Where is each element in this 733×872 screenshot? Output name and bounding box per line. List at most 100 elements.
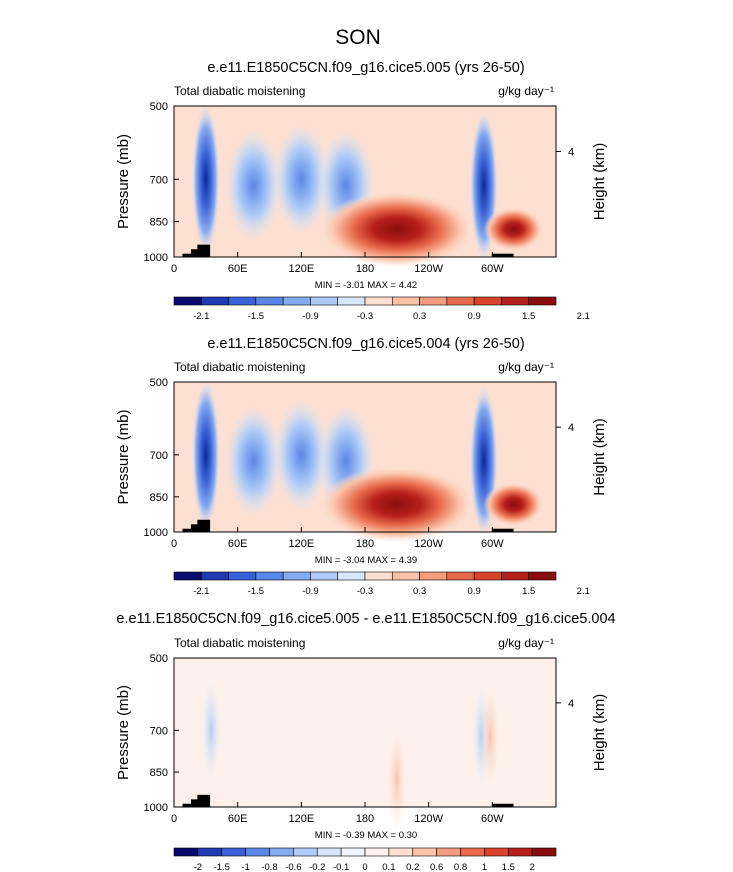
topography-mask <box>492 528 514 532</box>
colorbar-swatch <box>340 847 366 857</box>
colorbar-label: 0 <box>362 862 367 872</box>
colorbar-label: 0.3 <box>413 311 426 322</box>
y-tick-label: 1000 <box>144 802 168 814</box>
colorbar-swatch <box>528 571 557 581</box>
field-feature-drying <box>225 130 282 241</box>
colorbar-swatch <box>255 296 284 306</box>
colorbar-swatch <box>255 571 284 581</box>
chart-panel-3: e.e11.E1850C5CN.f09_g16.cice5.005 - e.e1… <box>115 611 616 872</box>
colorbar-swatch <box>501 296 530 306</box>
colorbar-label: 0.2 <box>406 862 419 872</box>
y-tick-label: 700 <box>150 725 168 737</box>
colorbar-label: 1.5 <box>522 586 535 597</box>
colorbar-label: 1.5 <box>522 311 535 322</box>
colorbar-swatch <box>473 296 502 306</box>
chart-units-label: g/kg day⁻¹ <box>498 636 554 650</box>
colorbar-swatch <box>436 847 461 857</box>
x-tick-label: 180 <box>356 813 374 825</box>
x-tick-label: 60W <box>481 263 504 275</box>
colorbar-swatch <box>245 847 270 857</box>
topography-mask <box>197 794 211 807</box>
colorbar-swatch <box>391 571 420 581</box>
y-tick-label: 1000 <box>144 527 168 539</box>
chart-units-label: g/kg day⁻¹ <box>498 84 554 98</box>
x-tick-label: 0 <box>171 263 177 275</box>
topography-mask <box>492 253 514 257</box>
colorbar-label: 1 <box>482 862 487 872</box>
colorbar: -2.1 -1.5 -0.9 -0.3 0.3 0.9 1.5 2.1 <box>173 571 590 597</box>
colorbar-swatch <box>282 296 311 306</box>
y-axis-right-label: Height (km) <box>591 418 608 496</box>
topography-mask <box>492 803 514 807</box>
field-feature-moistening <box>318 466 475 543</box>
x-tick-label: 180 <box>356 263 374 275</box>
colorbar-swatch <box>364 296 393 306</box>
x-tick-label: 0 <box>171 538 177 550</box>
colorbar-label: 0.8 <box>454 862 467 872</box>
colorbar-swatch <box>173 296 202 306</box>
colorbar-swatch <box>419 571 448 581</box>
colorbar-swatch <box>412 847 437 857</box>
x-tick-label: 180 <box>356 538 374 550</box>
colorbar-swatch <box>388 847 414 857</box>
colorbar-label: -1 <box>241 862 249 872</box>
colorbar-swatch <box>501 571 530 581</box>
y-tick-label: 850 <box>150 217 168 229</box>
min-max-stats: MIN = -3.04 MAX = 4.39 <box>315 555 417 566</box>
y-right-tick-label: 4 <box>568 422 574 434</box>
colorbar-label: -1.5 <box>248 586 264 597</box>
colorbar-swatch <box>293 847 318 857</box>
colorbar-swatch <box>173 571 202 581</box>
x-tick-label: 60W <box>481 538 504 550</box>
field-feature-drying <box>191 104 220 255</box>
chart-left-label: Total diabatic moistening <box>174 360 305 374</box>
colorbar-label: -0.3 <box>357 311 373 322</box>
min-max-stats: MIN = -3.01 MAX = 4.42 <box>315 280 417 291</box>
colorbar-label: -0.1 <box>333 862 349 872</box>
colorbar-label: 0.1 <box>382 862 395 872</box>
colorbar-label: 0.9 <box>468 586 481 597</box>
topography-mask <box>182 803 198 807</box>
colorbar-swatch <box>446 571 475 581</box>
topography-mask <box>197 519 211 532</box>
colorbar-label: -0.8 <box>261 862 277 872</box>
colorbar-swatch <box>197 847 223 857</box>
colorbar-swatch <box>531 847 557 857</box>
colorbar-swatch <box>221 847 246 857</box>
field-feature-drying <box>273 399 330 510</box>
x-tick-label: 120E <box>288 538 314 550</box>
colorbar-swatch <box>419 296 448 306</box>
colorbar-swatch <box>391 296 420 306</box>
chart-panel-2: e.e11.E1850C5CN.f09_g16.cice5.004 (yrs 2… <box>115 336 608 597</box>
field-feature-moistening <box>386 724 407 835</box>
x-tick-label: 60E <box>228 538 248 550</box>
colorbar-swatch <box>364 571 393 581</box>
chart-title: e.e11.E1850C5CN.f09_g16.cice5.005 - e.e1… <box>116 611 615 627</box>
y-tick-label: 500 <box>150 101 168 113</box>
field-feature-drying <box>201 675 222 786</box>
y-tick-label: 700 <box>150 174 168 186</box>
x-tick-label: 120W <box>414 538 443 550</box>
x-tick-label: 120W <box>414 263 443 275</box>
y-tick-label: 850 <box>150 767 168 779</box>
colorbar-label: -2 <box>194 862 202 872</box>
x-tick-label: 60E <box>228 263 248 275</box>
colorbar-label: -0.9 <box>302 311 318 322</box>
colorbar-label: 2 <box>529 862 534 872</box>
min-max-stats: MIN = -0.39 MAX = 0.30 <box>315 830 417 841</box>
colorbar-label: -2.1 <box>193 586 209 597</box>
y-right-tick-label: 4 <box>568 146 574 158</box>
y-axis-label: Pressure (mb) <box>115 685 132 780</box>
colorbar-label: 2.1 <box>577 311 590 322</box>
field-feature-moistening <box>318 191 475 268</box>
field-feature-moistening <box>483 482 544 527</box>
y-tick-label: 500 <box>150 377 168 389</box>
x-tick-label: 120W <box>414 813 443 825</box>
colorbar-label: -0.3 <box>357 586 373 597</box>
field-feature-drying <box>273 124 330 235</box>
colorbar-swatch <box>200 296 229 306</box>
colorbar-swatch <box>446 296 475 306</box>
colorbar-swatch <box>310 571 339 581</box>
field-feature-moistening <box>480 681 501 792</box>
